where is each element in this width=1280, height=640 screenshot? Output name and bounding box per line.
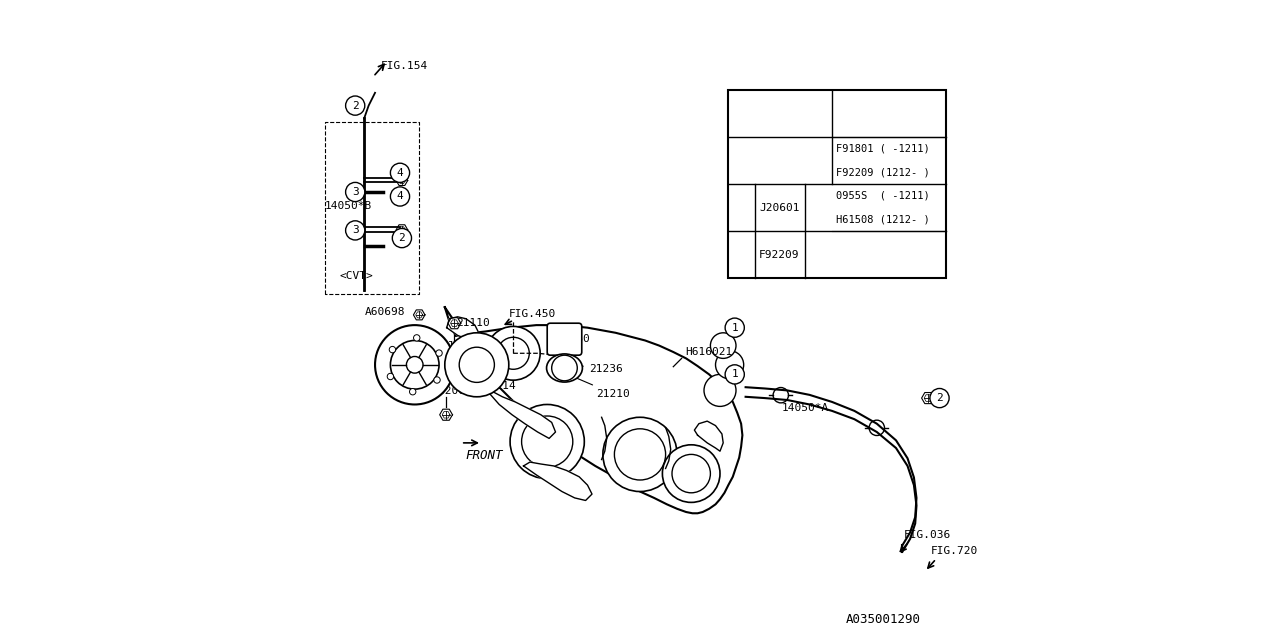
- Text: 1: 1: [739, 250, 745, 260]
- Text: 4: 4: [815, 203, 822, 212]
- Circle shape: [434, 377, 440, 383]
- Text: H61508 (1212- ): H61508 (1212- ): [836, 214, 929, 225]
- Text: FRONT: FRONT: [465, 449, 503, 462]
- Text: F91801 ( -1211): F91801 ( -1211): [836, 143, 929, 154]
- Text: 14050*B: 14050*B: [325, 201, 372, 211]
- Circle shape: [663, 445, 719, 502]
- Text: 2: 2: [352, 100, 358, 111]
- Circle shape: [929, 388, 950, 408]
- Text: <CVT>: <CVT>: [339, 271, 372, 282]
- Text: 14050*A: 14050*A: [782, 403, 829, 413]
- Circle shape: [810, 199, 827, 216]
- Polygon shape: [488, 392, 556, 438]
- FancyBboxPatch shape: [728, 90, 946, 278]
- Text: 2: 2: [739, 203, 745, 212]
- Text: 1: 1: [731, 369, 739, 380]
- Text: J20604: J20604: [438, 386, 479, 396]
- Circle shape: [375, 325, 454, 404]
- Text: 3: 3: [352, 187, 358, 197]
- Polygon shape: [461, 334, 488, 358]
- Text: 21151: 21151: [374, 355, 407, 365]
- Circle shape: [346, 182, 365, 202]
- Circle shape: [486, 326, 540, 380]
- Circle shape: [388, 373, 394, 380]
- Polygon shape: [447, 317, 479, 339]
- Text: H616021: H616021: [685, 347, 732, 357]
- Circle shape: [413, 335, 420, 341]
- Circle shape: [724, 318, 745, 337]
- Circle shape: [710, 333, 736, 358]
- Circle shape: [552, 355, 577, 381]
- Text: FIG.720: FIG.720: [932, 546, 978, 556]
- Text: 1: 1: [731, 323, 739, 333]
- Circle shape: [603, 417, 677, 492]
- Circle shape: [704, 374, 736, 406]
- Text: FIG.036: FIG.036: [904, 530, 951, 540]
- Polygon shape: [524, 462, 591, 500]
- Text: 21236: 21236: [577, 365, 622, 374]
- Circle shape: [410, 388, 416, 395]
- Text: 21110: 21110: [457, 318, 490, 328]
- Circle shape: [724, 365, 745, 384]
- Text: 0955S  ( -1211): 0955S ( -1211): [836, 191, 929, 201]
- Circle shape: [810, 152, 827, 169]
- Text: F92209: F92209: [759, 250, 800, 260]
- Text: FIG.450: FIG.450: [508, 309, 556, 319]
- Text: F92209 (1212- ): F92209 (1212- ): [836, 167, 929, 177]
- Polygon shape: [445, 307, 742, 513]
- Text: 21210: 21210: [573, 377, 630, 399]
- Circle shape: [392, 228, 412, 248]
- Text: 21114: 21114: [483, 381, 516, 391]
- FancyBboxPatch shape: [548, 323, 581, 355]
- Circle shape: [389, 346, 396, 353]
- Circle shape: [390, 187, 410, 206]
- Text: A60698: A60698: [365, 307, 406, 317]
- Text: FIG.154: FIG.154: [381, 61, 428, 71]
- Circle shape: [390, 163, 410, 182]
- Circle shape: [733, 246, 750, 263]
- Text: J20604: J20604: [447, 340, 488, 351]
- Text: J20601: J20601: [759, 203, 800, 212]
- Circle shape: [346, 96, 365, 115]
- Text: A035001290: A035001290: [846, 613, 920, 626]
- Text: 2: 2: [398, 233, 406, 243]
- Circle shape: [445, 333, 509, 397]
- Circle shape: [509, 404, 585, 479]
- Ellipse shape: [547, 354, 582, 382]
- Text: 3: 3: [352, 225, 358, 236]
- Circle shape: [733, 199, 750, 216]
- Text: 4: 4: [397, 168, 403, 178]
- Circle shape: [435, 350, 442, 356]
- Circle shape: [716, 351, 744, 379]
- Text: 2: 2: [936, 393, 943, 403]
- Text: 3: 3: [815, 156, 822, 165]
- Circle shape: [346, 221, 365, 240]
- Text: 4: 4: [397, 191, 403, 202]
- Polygon shape: [694, 421, 723, 451]
- Text: 11060: 11060: [557, 334, 590, 344]
